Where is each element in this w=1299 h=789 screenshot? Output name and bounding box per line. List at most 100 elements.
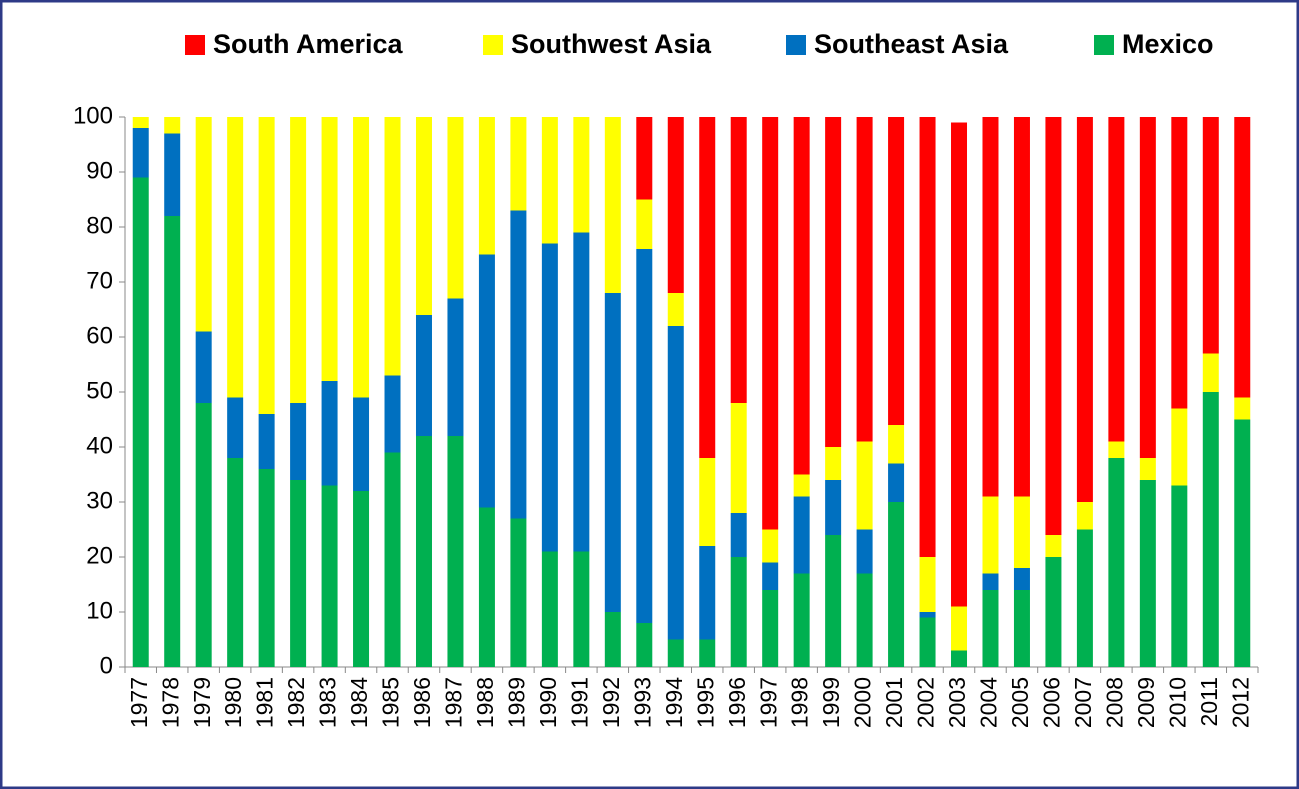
bar-segment <box>415 117 432 315</box>
bar-segment <box>825 535 842 667</box>
bar-segment <box>636 199 653 249</box>
bar-segment <box>1108 458 1125 667</box>
x-tick-label: 1994 <box>661 677 687 728</box>
bar-segment <box>793 117 810 475</box>
bar-segment <box>1076 117 1093 502</box>
x-tick-label: 2004 <box>976 677 1002 728</box>
bar-segment <box>290 480 307 667</box>
bar-segment <box>1202 392 1219 667</box>
bar-segment <box>1013 117 1030 497</box>
bar-segment <box>510 117 527 211</box>
bar-segment <box>1139 458 1156 480</box>
x-tick-label: 1991 <box>566 677 592 728</box>
bar-segment <box>793 496 810 574</box>
x-tick-label: 1998 <box>787 677 813 728</box>
bar-segment <box>258 414 275 469</box>
bar-segment <box>290 403 307 480</box>
bar-segment <box>573 117 590 233</box>
bar-segment <box>604 612 621 667</box>
bar-segment <box>384 452 401 667</box>
bar-segment <box>982 117 999 497</box>
x-tick-label: 2003 <box>944 677 970 728</box>
bar-segment <box>353 491 370 667</box>
bar-segment <box>1139 117 1156 458</box>
y-tick-label: 20 <box>86 542 113 569</box>
bar-segment <box>1171 485 1188 667</box>
bar-segment <box>541 117 558 244</box>
bar-segment <box>1234 117 1251 398</box>
bar-segment <box>919 557 936 612</box>
y-tick-label: 70 <box>86 267 113 294</box>
x-tick-label: 2011 <box>1196 677 1222 726</box>
legend-swatch <box>1094 35 1114 55</box>
bar-segment <box>415 436 432 667</box>
bar-segment <box>1045 535 1062 557</box>
y-tick-label: 100 <box>73 102 113 129</box>
bar-segment <box>636 623 653 667</box>
bar-segment <box>353 117 370 398</box>
y-tick-label: 40 <box>86 432 113 459</box>
bar-segment <box>1139 480 1156 667</box>
bar-segment <box>447 436 464 667</box>
bar-segment <box>982 590 999 667</box>
bar-segment <box>290 117 307 403</box>
bar-segment <box>195 331 212 403</box>
bar-segment <box>510 518 527 667</box>
bar-segment <box>888 425 905 464</box>
bar-segment <box>1171 408 1188 486</box>
bar-segment <box>762 117 779 530</box>
bar-segment <box>478 507 495 667</box>
bar-segment <box>132 117 149 128</box>
bar-segment <box>258 469 275 667</box>
bar-segment <box>541 551 558 667</box>
bar-segment <box>164 117 181 134</box>
bar-segment <box>982 573 999 590</box>
bar-segment <box>888 463 905 502</box>
bar-segment <box>1234 419 1251 667</box>
bar-segment <box>321 117 338 381</box>
bar-segment <box>478 117 495 255</box>
x-tick-label: 1999 <box>818 677 844 728</box>
x-tick-label: 1995 <box>692 677 718 728</box>
bar-segment <box>1202 353 1219 392</box>
x-tick-label: 1997 <box>755 677 781 728</box>
bar-segment <box>699 117 716 458</box>
bar-segment <box>888 502 905 667</box>
y-tick-label: 10 <box>86 597 113 624</box>
y-tick-label: 90 <box>86 157 113 184</box>
bar-segment <box>195 117 212 332</box>
bar-segment <box>825 117 842 447</box>
bar-segment <box>447 117 464 299</box>
bar-segment <box>636 117 653 200</box>
x-tick-label: 2000 <box>850 677 876 728</box>
bar-segment <box>573 232 590 552</box>
bar-segment <box>164 216 181 667</box>
bar-segment <box>510 210 527 519</box>
bar-segment <box>793 474 810 497</box>
x-tick-label: 2012 <box>1227 677 1253 728</box>
bar-segment <box>1045 117 1062 535</box>
bar-segment <box>1108 117 1125 442</box>
legend-swatch <box>483 35 503 55</box>
y-tick-label: 0 <box>100 652 113 679</box>
bar-segment <box>478 254 495 508</box>
bar-segment <box>1076 502 1093 530</box>
x-tick-label: 1992 <box>598 677 624 728</box>
x-tick-label: 1979 <box>189 677 215 728</box>
bar-segment <box>699 546 716 640</box>
bar-segment <box>951 122 968 607</box>
x-tick-label: 2001 <box>881 677 907 728</box>
bar-segment <box>1013 568 1030 590</box>
bar-segment <box>227 397 244 458</box>
legend-label: Mexico <box>1122 29 1214 59</box>
bar-segment <box>132 177 149 667</box>
bar-segment <box>384 117 401 376</box>
bar-segment <box>762 529 779 563</box>
bar-segment <box>667 326 684 640</box>
bar-segment <box>793 573 810 667</box>
x-tick-label: 2006 <box>1039 677 1065 728</box>
bar-segment <box>825 480 842 535</box>
bar-segment <box>667 639 684 667</box>
bar-segment <box>321 485 338 667</box>
